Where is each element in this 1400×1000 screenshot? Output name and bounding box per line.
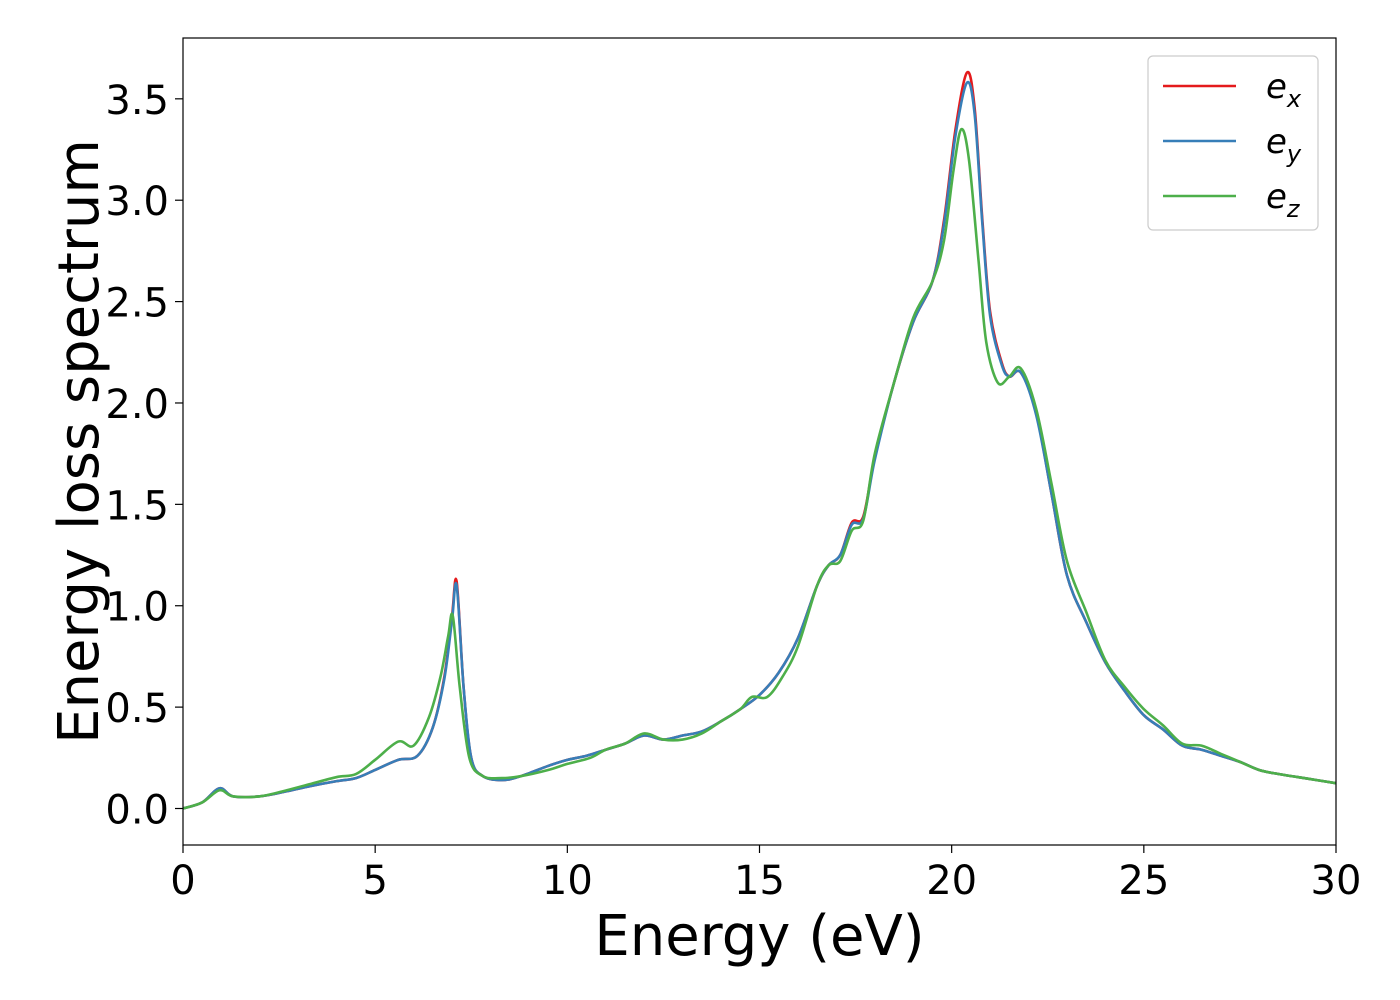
- legend-entry-base: e: [1266, 122, 1287, 162]
- y-tick-label: 3.5: [105, 78, 169, 124]
- x-tick-label: 10: [542, 858, 593, 904]
- y-tick-label: 0.5: [105, 686, 169, 732]
- y-axis-label: Energy loss spectrum: [47, 139, 112, 744]
- legend-entry-base: e: [1266, 67, 1287, 107]
- legend-entry-base: e: [1266, 177, 1287, 217]
- y-tick-label: 2.0: [105, 382, 169, 428]
- legend-entry: ey: [1266, 122, 1302, 168]
- legend-entry-subscript: z: [1286, 195, 1301, 223]
- legend-entry-subscript: x: [1286, 85, 1302, 113]
- y-tick-label: 3.0: [105, 179, 169, 225]
- x-tick-label: 15: [734, 858, 785, 904]
- x-axis: 0 5 10 15 20 25 30: [170, 845, 1361, 904]
- legend-entry: ex: [1266, 67, 1302, 113]
- x-tick-label: 30: [1311, 858, 1362, 904]
- y-axis: 0.0 0.5 1.0 1.5 2.0 2.5 3.0 3.5: [105, 78, 183, 834]
- x-tick-label: 5: [362, 858, 387, 904]
- series-line-e-z: [183, 127, 1336, 810]
- y-tick-label: 2.5: [105, 281, 169, 327]
- y-tick-label: 1.0: [105, 585, 169, 631]
- legend-entry: ez: [1266, 177, 1301, 223]
- x-tick-label: 0: [170, 858, 195, 904]
- x-tick-label: 20: [926, 858, 977, 904]
- x-tick-label: 25: [1118, 858, 1169, 904]
- y-tick-label: 0.0: [105, 788, 169, 834]
- legend-entry-subscript: y: [1286, 140, 1302, 168]
- legend-box: [1147, 55, 1319, 231]
- y-tick-label: 1.5: [105, 483, 169, 529]
- series-layer: [183, 70, 1336, 810]
- x-axis-label: Energy (eV): [594, 904, 924, 969]
